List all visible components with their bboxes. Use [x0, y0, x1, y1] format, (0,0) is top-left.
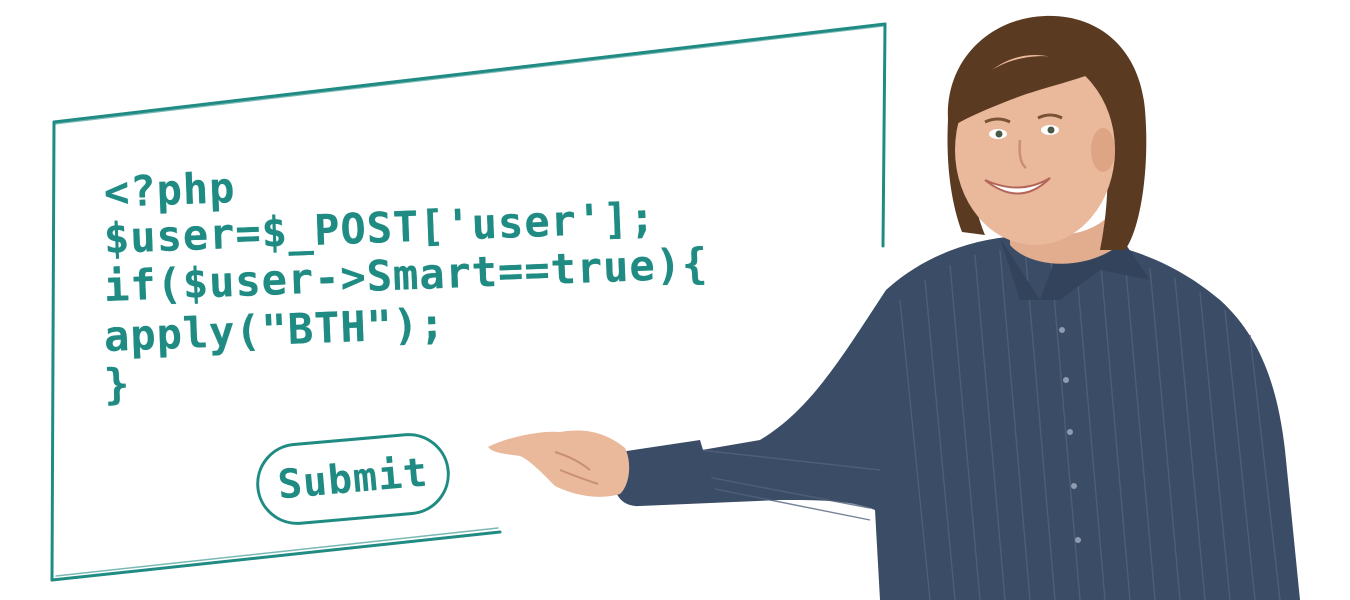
forearm [620, 440, 715, 500]
submit-button-label: Submit [276, 449, 430, 509]
shirt [614, 235, 1300, 600]
person-figure [488, 15, 1300, 600]
pointing-hand-icon [488, 430, 630, 497]
whiteboard-frame [50, 22, 887, 582]
collar [1000, 236, 1150, 300]
